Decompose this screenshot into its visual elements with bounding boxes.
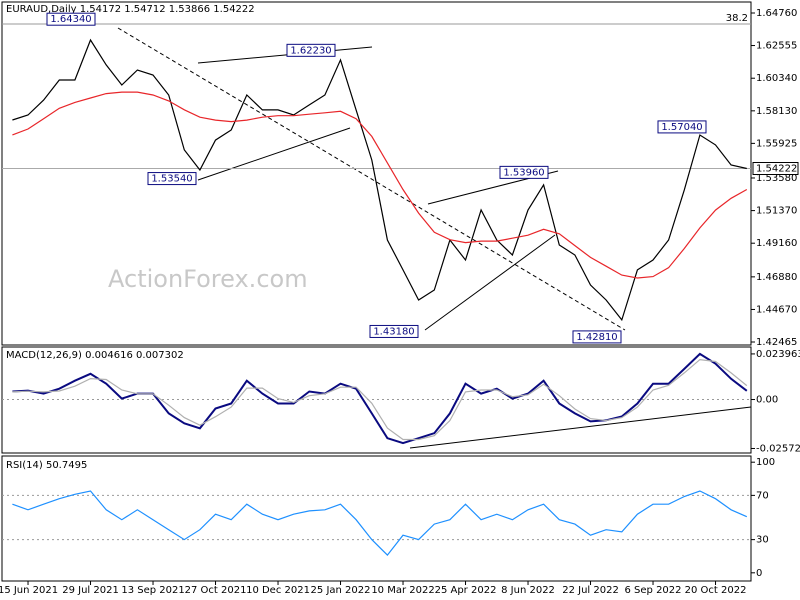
y-tick-label: 30 [756,535,769,546]
x-tick-label: 15 Jun 2021 [0,585,58,596]
series-line [12,358,748,441]
trendline [409,406,752,449]
price-label-box [369,324,419,338]
price-label: 1.42810 [576,332,617,343]
x-tick-label: 25 Apr 2022 [435,585,497,596]
x-tick-label: 27 Oct 2021 [185,585,247,596]
price-label-box [286,43,336,57]
price-label-box [147,172,197,186]
y-tick-label: 1.60340 [756,73,797,84]
price-label-box [46,12,96,26]
x-tick-label: 10 Dec 2021 [246,585,310,596]
series-line [12,352,748,445]
x-tick-label: 29 Jul 2021 [62,585,119,596]
x-tick-label: 25 Jan 2022 [311,585,371,596]
price-label: 1.43180 [373,326,414,337]
fib-label: 38.2 [726,13,748,24]
x-tick-label: 22 Jul 2022 [562,585,619,596]
last-price-box [752,162,799,176]
series-line [12,91,748,279]
series-line [12,38,747,322]
trendline [117,27,626,331]
y-tick-label: 1.42465 [756,337,797,348]
trendline [197,46,373,64]
trendline [197,127,351,181]
y-tick-label: 100 [756,457,775,468]
y-tick-label: 0.023963 [756,349,800,360]
y-tick-label: 1.44670 [756,304,797,315]
macd-title: MACD(12,26,9) 0.004616 0.007302 [6,350,184,361]
series-line [12,490,748,557]
y-tick-label: 1.51370 [756,206,797,217]
y-tick-label: 1.64760 [756,8,797,19]
y-tick-label: -0.025726 [756,443,800,454]
y-tick-label: 1.49160 [756,238,797,249]
price-label: 1.53960 [503,167,544,178]
rsi-panel [1,455,752,582]
y-tick-label: 1.46880 [756,272,797,283]
price-label-box [499,165,549,179]
trendline [424,234,556,331]
x-tick-label: 13 Sep 2021 [121,585,184,596]
trendlines [117,27,752,449]
watermark: ActionForex.com [108,265,308,293]
price-panel [1,1,752,346]
price-title: EURAUD,Daily 1.54172 1.54712 1.53866 1.5… [6,4,255,15]
price-label-box [657,120,707,134]
x-tick-label: 10 Mar 2022 [371,585,434,596]
y-tick-label: 70 [756,490,769,501]
x-tick-label: 8 Jun 2022 [501,585,555,596]
price-label: 1.53540 [151,174,192,185]
y-tick-label: 0.00 [756,395,778,406]
y-tick-label: 1.55925 [756,138,797,149]
price-label: 1.62230 [290,45,331,56]
y-tick-label: 1.53580 [756,173,797,184]
rsi-title: RSI(14) 50.7495 [6,460,87,471]
y-tick-label: 0 [756,568,762,579]
price-label-box [572,330,622,344]
y-tick-label: 1.62555 [756,41,797,52]
price-label: 1.57040 [661,122,702,133]
x-tick-label: 6 Sep 2022 [625,585,682,596]
x-tick-label: 20 Oct 2022 [685,585,747,596]
y-tick-label: 1.58130 [756,106,797,117]
price-label: 1.64340 [50,14,91,25]
last-price-label: 1.54222 [756,164,797,175]
